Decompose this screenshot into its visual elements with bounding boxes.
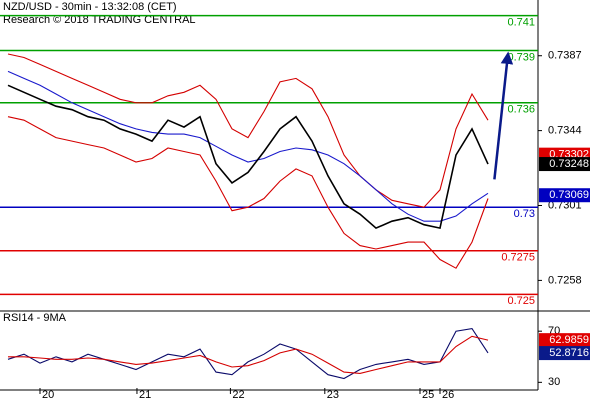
series-line — [7, 70, 489, 222]
series-line — [7, 116, 489, 269]
price-tag — [539, 333, 590, 348]
y-tick-label: 0.7344 — [548, 125, 582, 137]
forecast-arrow — [493, 51, 514, 180]
y-tick-label: 0.7258 — [548, 274, 582, 286]
chart-title: NZD/USD - 30min - 13:32:08 (CET) — [3, 1, 177, 13]
x-tick-label: 26 — [442, 389, 454, 400]
x-tick-label: 25 — [422, 389, 434, 400]
price-tag — [539, 346, 590, 361]
level-label: 0.739 — [507, 51, 535, 63]
level-label: 0.736 — [507, 104, 535, 116]
price-tag — [539, 157, 590, 172]
rsi-title: RSI14 - 9MA — [3, 312, 67, 324]
price-tag — [539, 188, 590, 203]
y-tick-label: 0.7387 — [548, 50, 582, 62]
series-line — [7, 327, 489, 380]
series-line — [7, 53, 489, 208]
y-tick-label: 0.7301 — [548, 199, 582, 211]
level-label: 0.725 — [507, 295, 535, 307]
chart-subtitle: Research © 2018 TRADING CENTRAL — [3, 14, 196, 26]
level-label: 0.7275 — [501, 252, 535, 264]
x-tick-label: 22 — [232, 389, 244, 400]
x-tick-label: 23 — [327, 389, 339, 400]
price-tag-label: 62.9859 — [549, 334, 589, 346]
x-tick-label: 21 — [139, 389, 151, 400]
plot-area — [7, 327, 489, 380]
series-line — [7, 84, 489, 230]
price-tag-label: 0.73069 — [549, 189, 589, 201]
level-label: 0.741 — [507, 17, 535, 29]
level-label: 0.73 — [514, 208, 535, 220]
y-tick-label: 30 — [548, 376, 560, 388]
series-line — [8, 335, 489, 374]
x-tick-label: 20 — [42, 389, 54, 400]
plot-area — [0, 14, 538, 296]
price-tag-label: 52.8716 — [549, 347, 589, 359]
price-tag-label: 0.73248 — [549, 158, 589, 170]
